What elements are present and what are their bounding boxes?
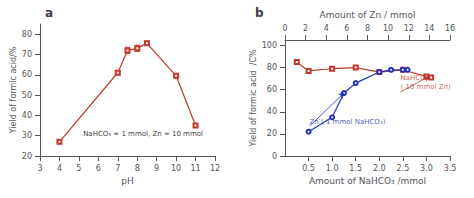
svg-text:1.0: 1.0 xyxy=(326,164,339,173)
svg-text:8: 8 xyxy=(365,24,370,33)
svg-text:Amount of NaHCO₃ /mmol: Amount of NaHCO₃ /mmol xyxy=(309,176,426,186)
svg-text:4: 4 xyxy=(324,24,329,33)
svg-text:60: 60 xyxy=(22,70,32,79)
svg-text:0: 0 xyxy=(272,152,277,161)
svg-text:12: 12 xyxy=(404,24,414,33)
svg-text:40: 40 xyxy=(22,111,32,120)
svg-text:80: 80 xyxy=(22,30,32,39)
svg-text:3.5: 3.5 xyxy=(444,164,457,173)
svg-text:30: 30 xyxy=(22,131,32,140)
svg-text:11: 11 xyxy=(190,164,200,173)
svg-text:14: 14 xyxy=(424,24,434,33)
svg-text:b: b xyxy=(255,6,264,20)
svg-text:0: 0 xyxy=(282,24,287,33)
svg-text:12: 12 xyxy=(210,164,220,173)
svg-text:7: 7 xyxy=(115,164,120,173)
svg-text:50: 50 xyxy=(22,91,32,100)
svg-text:2: 2 xyxy=(303,24,308,33)
svg-text:( 10 mmol Zn): ( 10 mmol Zn) xyxy=(400,83,451,92)
svg-text:8: 8 xyxy=(135,164,140,173)
svg-text:Yield of formic acid/%: Yield of formic acid/% xyxy=(9,46,18,134)
svg-text:2.0: 2.0 xyxy=(373,164,386,173)
svg-text:80: 80 xyxy=(267,63,277,72)
svg-text:0.5: 0.5 xyxy=(302,164,315,173)
svg-text:1.5: 1.5 xyxy=(349,164,362,173)
svg-text:Yield of formic acid /C%: Yield of formic acid /C% xyxy=(249,49,258,148)
svg-text:6: 6 xyxy=(96,164,101,173)
svg-text:16: 16 xyxy=(445,24,455,33)
svg-text:10: 10 xyxy=(383,24,393,33)
svg-text:2.5: 2.5 xyxy=(396,164,409,173)
svg-text:a: a xyxy=(45,6,53,20)
svg-text:3: 3 xyxy=(37,164,42,173)
svg-text:70: 70 xyxy=(22,50,32,59)
svg-text:60: 60 xyxy=(267,85,277,94)
svg-text:NaHCO₃ = 1 mmol, Zn = 10 mmol: NaHCO₃ = 1 mmol, Zn = 10 mmol xyxy=(83,130,203,138)
svg-text:10: 10 xyxy=(171,164,181,173)
svg-text:4: 4 xyxy=(57,164,62,173)
svg-text:20: 20 xyxy=(22,152,32,161)
svg-text:20: 20 xyxy=(267,129,277,138)
svg-text:9: 9 xyxy=(154,164,159,173)
svg-text:Zn ( 1 mmol NaHCO₃): Zn ( 1 mmol NaHCO₃) xyxy=(309,117,386,126)
svg-text:3.0: 3.0 xyxy=(420,164,433,173)
svg-text:6: 6 xyxy=(344,24,349,33)
svg-text:5: 5 xyxy=(76,164,81,173)
svg-text:100: 100 xyxy=(262,41,277,50)
svg-text:pH: pH xyxy=(121,176,133,186)
svg-text:NaHCO₃: NaHCO₃ xyxy=(400,74,429,83)
svg-text:Amount of Zn / mmol: Amount of Zn / mmol xyxy=(320,10,416,20)
svg-text:40: 40 xyxy=(267,107,277,116)
